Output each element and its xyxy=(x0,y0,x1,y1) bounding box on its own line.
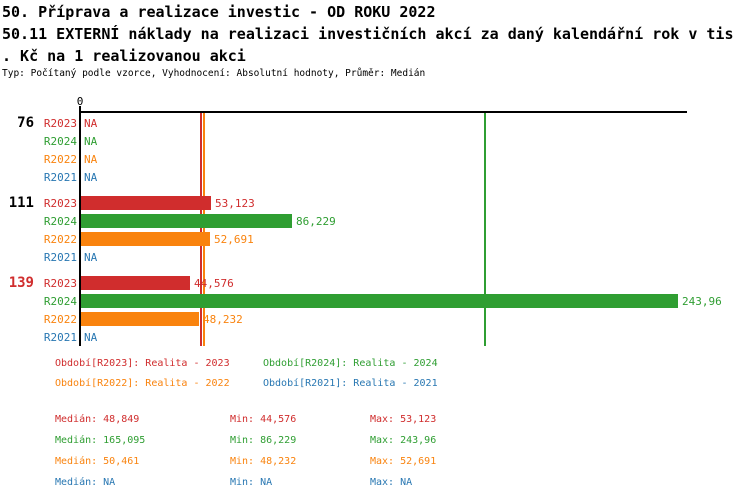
value-bar-r2023 xyxy=(81,196,211,210)
chart-row: R2024 86,229 xyxy=(0,212,750,230)
x-axis-line xyxy=(80,111,687,113)
series-row-label: R2024 xyxy=(43,215,77,228)
stat-min-value: Min: 48,232 xyxy=(230,456,297,467)
chart-group-139: 139 R2023 44,576 R2024 243,96 R2022 48,232 R202… xyxy=(0,274,750,346)
stat-max-value: Max: 243,96 xyxy=(370,435,437,446)
chart-row: R2021 NA xyxy=(0,248,750,266)
stat-max-value: Max: 52,691 xyxy=(370,456,437,467)
bar-value-label: 48,232 xyxy=(203,313,243,326)
series-row-label: R2024 xyxy=(43,135,77,148)
legend-item-r2022: Období[R2022]: Realita - 2022 xyxy=(55,378,230,389)
chart-row: R2024 NA xyxy=(0,132,750,150)
y-axis-line xyxy=(79,106,81,346)
chart-group-76: 76 R2023 NA R2024 NA R2022 NA R2021 NA xyxy=(0,114,750,186)
report-meta-line: Typ: Počítaný podle vzorce, Vyhodnocení:… xyxy=(2,68,426,79)
bar-value-label: 243,96 xyxy=(682,295,722,308)
na-value-label: NA xyxy=(84,135,98,148)
stat-median-value: Medián: 50,461 xyxy=(55,456,140,467)
na-value-label: NA xyxy=(84,251,98,264)
report-header: 50. Příprava a realizace investic - OD R… xyxy=(2,2,750,82)
stat-min-value: Min: 86,229 xyxy=(230,435,297,446)
legend-item-r2023: Období[R2023]: Realita - 2023 xyxy=(55,358,230,369)
chart-row: R2022 48,232 xyxy=(0,310,750,328)
na-value-label: NA xyxy=(84,117,98,130)
na-value-label: NA xyxy=(84,331,98,344)
series-row-label: R2024 xyxy=(43,295,77,308)
series-row-label: R2023 xyxy=(43,197,77,210)
chart-group-111: 111 R2023 53,123 R2024 86,229 R2022 52,691 R202… xyxy=(0,194,750,266)
axis-zero-tick-label: 0 xyxy=(76,95,84,108)
bar-value-label: 86,229 xyxy=(296,215,336,228)
series-row-label: R2023 xyxy=(43,277,77,290)
value-bar-r2024 xyxy=(81,294,678,308)
chart-row: 139 R2023 44,576 xyxy=(0,274,750,292)
stat-max-value: Max: NA xyxy=(370,477,413,488)
group-id-label: 111 xyxy=(8,195,34,211)
chart-row: R2022 52,691 xyxy=(0,230,750,248)
series-row-label: R2021 xyxy=(43,171,77,184)
bar-value-label: 52,691 xyxy=(214,233,254,246)
legend-item-r2021: Období[R2021]: Realita - 2021 xyxy=(263,378,438,389)
series-row-label: R2022 xyxy=(43,233,77,246)
value-bar-r2023 xyxy=(81,276,190,290)
value-bar-r2022 xyxy=(81,232,210,246)
median-line-r2022 xyxy=(203,113,205,346)
series-row-label: R2022 xyxy=(43,153,77,166)
chart-row: 111 R2023 53,123 xyxy=(0,194,750,212)
stat-min-value: Min: 44,576 xyxy=(230,414,297,425)
na-value-label: NA xyxy=(84,153,98,166)
report-title-line1: 50. Příprava a realizace investic - OD R… xyxy=(2,3,436,21)
group-id-label: 139 xyxy=(8,275,34,291)
report-title-line2: 50.11 EXTERNÍ náklady na realizaci inves… xyxy=(2,25,734,43)
legend-item-r2024: Období[R2024]: Realita - 2024 xyxy=(263,358,438,369)
stat-min-value: Min: NA xyxy=(230,477,273,488)
bar-value-label: 53,123 xyxy=(215,197,255,210)
chart-row: R2024 243,96 xyxy=(0,292,750,310)
report-title-line3: . Kč na 1 realizovanou akci xyxy=(2,47,246,65)
chart-row: R2021 NA xyxy=(0,328,750,346)
median-line-r2024 xyxy=(484,113,486,346)
value-bar-r2024 xyxy=(81,214,292,228)
stat-median-value: Medián: 165,095 xyxy=(55,435,146,446)
series-row-label: R2021 xyxy=(43,251,77,264)
stat-median-value: Medián: NA xyxy=(55,477,116,488)
group-id-label: 76 xyxy=(17,115,34,131)
chart-row: R2022 NA xyxy=(0,150,750,168)
bar-value-label: 44,576 xyxy=(194,277,234,290)
series-row-label: R2023 xyxy=(43,117,77,130)
na-value-label: NA xyxy=(84,171,98,184)
series-row-label: R2022 xyxy=(43,313,77,326)
stat-max-value: Max: 53,123 xyxy=(370,414,437,425)
chart-rows: 76 R2023 NA R2024 NA R2022 NA R2021 NA 111 R2023 53… xyxy=(0,114,750,354)
series-row-label: R2021 xyxy=(43,331,77,344)
median-line-r2023 xyxy=(200,113,202,346)
horizontal-bar-chart: 0 76 R2023 NA R2024 NA R2022 NA R2021 NA 111 R2023… xyxy=(0,95,750,354)
legend: Období[R2023]: Realita - 2023 Období[R202… xyxy=(55,358,438,392)
value-bar-r2022 xyxy=(81,312,199,326)
stat-median-value: Medián: 48,849 xyxy=(55,414,140,425)
chart-row: 76 R2023 NA xyxy=(0,114,750,132)
chart-row: R2021 NA xyxy=(0,168,750,186)
